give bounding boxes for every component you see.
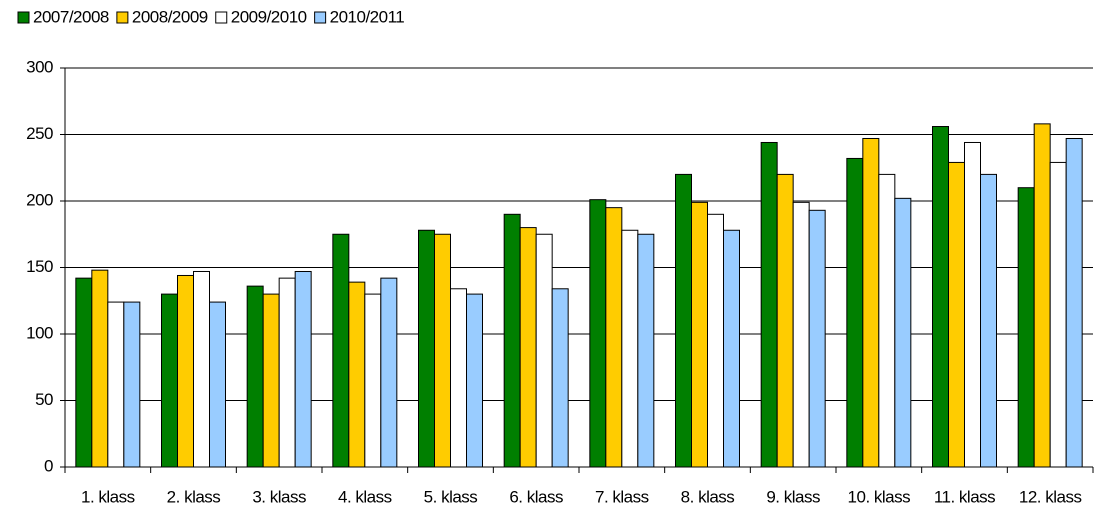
bar (348, 281, 366, 468)
bar (161, 293, 178, 468)
y-tick-label: 50 (35, 390, 53, 409)
legend-label: 2008/2009 (132, 7, 208, 26)
legend-swatch (116, 11, 129, 24)
y-tick-label: 0 (44, 456, 53, 475)
x-tick-label: 8. klass (681, 487, 735, 506)
bar (980, 173, 997, 468)
bar (878, 173, 896, 468)
bar (760, 141, 778, 468)
legend-swatch (215, 11, 228, 24)
bar (246, 285, 264, 468)
bar (418, 229, 435, 468)
bar (846, 157, 864, 468)
bar (621, 229, 639, 468)
bar (91, 269, 109, 468)
x-tick-label: 1. klass (81, 487, 135, 506)
bar (123, 301, 141, 468)
bar (209, 301, 226, 468)
x-tick-label: 2. klass (167, 487, 221, 506)
y-tick-label: 200 (26, 190, 53, 209)
bar (948, 161, 965, 468)
bar (723, 229, 740, 468)
legend-label: 2007/2008 (33, 7, 109, 26)
bar (1049, 161, 1067, 468)
bar (691, 201, 708, 468)
bar (932, 126, 949, 468)
bar (1033, 123, 1051, 468)
bar (75, 277, 93, 468)
x-tick-label: 12. klass (1019, 487, 1082, 506)
bar (637, 233, 655, 468)
x-tick-label: 5. klass (424, 487, 478, 506)
y-tick-label: 150 (26, 257, 53, 276)
x-tick-label: 6. klass (509, 487, 563, 506)
x-tick-label: 11. klass (934, 487, 995, 506)
bar (450, 288, 467, 468)
bar (332, 233, 350, 468)
bar (589, 199, 607, 468)
legend-label: 2010/2011 (330, 7, 405, 26)
bar (380, 277, 398, 468)
bar (605, 207, 623, 468)
bar (776, 173, 794, 468)
legend-swatch (17, 11, 30, 24)
bar (707, 213, 724, 468)
legend-label: 2009/2010 (231, 7, 307, 26)
bar (434, 233, 451, 468)
y-tick-label: 250 (26, 124, 53, 143)
x-tick-label: 3. klass (252, 487, 306, 506)
bar (862, 137, 880, 468)
bar (107, 301, 125, 468)
bar (964, 141, 981, 468)
bar (1065, 137, 1083, 468)
x-tick-label: 4. klass (338, 487, 392, 506)
y-tick-label: 100 (26, 323, 53, 342)
bar (808, 209, 826, 468)
bar (466, 293, 483, 468)
bar (551, 288, 569, 468)
legend-swatch (314, 11, 327, 24)
x-tick-label: 9. klass (766, 487, 820, 506)
bar (294, 270, 312, 468)
bar (278, 277, 296, 468)
bar (675, 173, 692, 468)
bar (193, 270, 210, 468)
bar (894, 197, 912, 468)
bar (535, 233, 553, 468)
x-tick-label: 10. klass (848, 487, 911, 506)
bar (792, 201, 810, 468)
bar (519, 227, 537, 468)
bar (364, 293, 382, 468)
bar (262, 293, 280, 468)
bar (503, 213, 521, 468)
y-tick-label: 300 (26, 57, 53, 76)
x-tick-label: 7. klass (595, 487, 649, 506)
bar (177, 274, 194, 468)
bar (1017, 187, 1035, 468)
